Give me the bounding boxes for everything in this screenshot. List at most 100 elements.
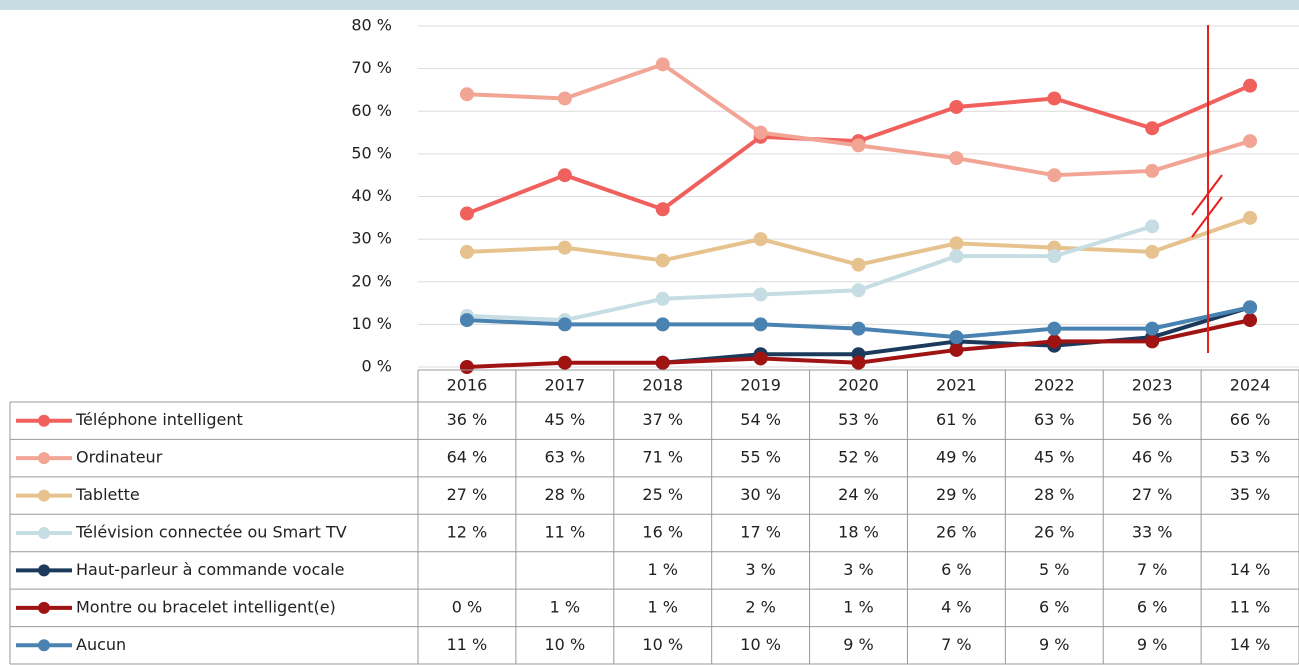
table-value: 45 % xyxy=(545,410,586,429)
x-tick-label: 2020 xyxy=(838,376,879,395)
table-value: 9 % xyxy=(843,635,873,654)
table-value: 24 % xyxy=(838,485,879,504)
table-value: 45 % xyxy=(1034,448,1075,467)
x-tick-label: 2016 xyxy=(447,376,488,395)
table-value: 37 % xyxy=(642,410,683,429)
table-value: 56 % xyxy=(1132,410,1173,429)
legend-label: Ordinateur xyxy=(76,448,163,467)
legend-marker xyxy=(38,489,50,502)
marker xyxy=(949,342,964,357)
table-value: 30 % xyxy=(740,485,781,504)
series-line xyxy=(466,62,1251,178)
table-value: 1 % xyxy=(647,560,677,579)
series-line xyxy=(466,215,1251,267)
table-value: 6 % xyxy=(941,560,971,579)
table-value: 3 % xyxy=(745,560,775,579)
table-value: 9 % xyxy=(1137,635,1167,654)
table-value: 28 % xyxy=(1034,485,1075,504)
table-value: 10 % xyxy=(740,635,781,654)
table-value: 11 % xyxy=(447,635,488,654)
marker xyxy=(655,202,670,217)
table-value: 66 % xyxy=(1230,410,1271,429)
data-table: 2016 2017 2018 2019 2020 2021 2022 2023 2024 Télé… xyxy=(9,369,1299,665)
table-value: 49 % xyxy=(936,448,977,467)
series-line xyxy=(466,224,1153,323)
table-value: 29 % xyxy=(936,485,977,504)
legend-label: Télévision connectée ou Smart TV xyxy=(75,523,347,542)
marker xyxy=(557,168,572,183)
break-mark xyxy=(1191,196,1223,238)
legend-label: Aucun xyxy=(76,635,126,654)
marker xyxy=(753,125,768,140)
table-value: 10 % xyxy=(642,635,683,654)
y-tick-label: 60 % xyxy=(351,101,392,120)
table-value: 16 % xyxy=(642,523,683,542)
marker xyxy=(557,240,572,255)
table-value: 1 % xyxy=(647,597,677,616)
table-value: 63 % xyxy=(545,448,586,467)
table-value: 27 % xyxy=(1132,485,1173,504)
x-tick-label: 2022 xyxy=(1034,376,1075,395)
marker xyxy=(1243,134,1258,149)
table-value: 0 % xyxy=(452,597,482,616)
legend-marker xyxy=(38,527,50,539)
x-tick-label: 2024 xyxy=(1230,376,1271,395)
table-value: 17 % xyxy=(740,523,781,542)
table-value: 6 % xyxy=(1039,597,1069,616)
y-tick-label: 50 % xyxy=(351,143,392,162)
marker xyxy=(655,317,670,332)
marker xyxy=(1047,249,1062,264)
table-value: 26 % xyxy=(1034,523,1075,542)
table-value: 46 % xyxy=(1132,448,1173,467)
table-value: 71 % xyxy=(642,448,683,467)
table-value: 55 % xyxy=(740,448,781,467)
x-tick-label: 2021 xyxy=(936,376,977,395)
x-tick-label: 2023 xyxy=(1132,376,1173,395)
marker xyxy=(851,257,866,272)
table-value: 53 % xyxy=(838,410,879,429)
table-value: 54 % xyxy=(740,410,781,429)
table-value: 7 % xyxy=(1137,560,1167,579)
marker xyxy=(459,313,474,328)
y-tick-label: 70 % xyxy=(351,58,392,77)
marker xyxy=(1047,334,1062,349)
table-value: 9 % xyxy=(1039,635,1069,654)
marker xyxy=(1145,163,1160,178)
table-value: 33 % xyxy=(1132,523,1173,542)
marker xyxy=(949,236,964,251)
table-value: 14 % xyxy=(1230,635,1271,654)
marker xyxy=(1047,168,1062,183)
table-value: 25 % xyxy=(642,485,683,504)
y-tick-label: 10 % xyxy=(351,314,392,333)
table-value: 7 % xyxy=(941,635,971,654)
table-value: 64 % xyxy=(447,448,488,467)
legend-label: Montre ou bracelet intelligent(e) xyxy=(76,597,336,616)
marker xyxy=(949,99,964,114)
legend-marker xyxy=(38,639,50,652)
x-tick-label: 2019 xyxy=(740,376,781,395)
marker xyxy=(949,151,964,166)
marker xyxy=(1145,321,1160,336)
marker xyxy=(1243,313,1258,328)
table-value: 10 % xyxy=(545,635,586,654)
legend-marker xyxy=(38,452,50,465)
legend-marker xyxy=(38,414,50,427)
marker xyxy=(1145,219,1160,234)
table-value: 27 % xyxy=(447,485,488,504)
marker xyxy=(557,91,572,106)
table-value: 52 % xyxy=(838,448,879,467)
table-value: 14 % xyxy=(1230,560,1271,579)
table-value: 35 % xyxy=(1230,485,1271,504)
marker xyxy=(459,87,474,102)
marker xyxy=(851,355,866,370)
marker xyxy=(1243,300,1258,315)
lines xyxy=(459,57,1258,374)
marker xyxy=(557,355,572,370)
marker xyxy=(851,283,866,298)
marker xyxy=(557,317,572,332)
x-tick-label: 2017 xyxy=(544,376,585,395)
table-value: 28 % xyxy=(545,485,586,504)
table-value: 26 % xyxy=(936,523,977,542)
marker xyxy=(459,360,474,374)
table-value: 11 % xyxy=(545,523,586,542)
